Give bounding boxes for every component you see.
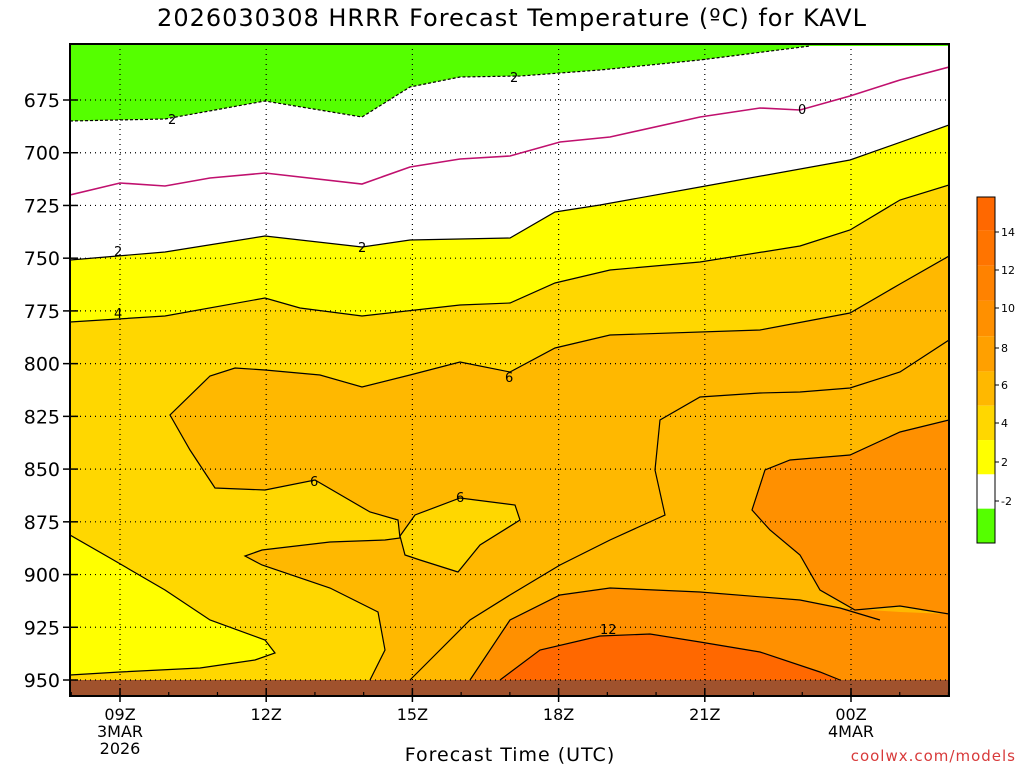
x-axis-label: Forecast Time (UTC) <box>404 744 616 766</box>
contour-line-6-island <box>399 497 521 573</box>
y-tick-label: 875 <box>24 512 60 534</box>
contour-line-2 <box>70 124 949 261</box>
y-tick-label: 900 <box>24 565 60 587</box>
fill-green <box>70 44 949 121</box>
x-tick-label: 09Z <box>104 705 135 724</box>
fill-orange-right <box>752 420 949 614</box>
colorbar-swatch <box>977 371 995 406</box>
colorbar-frame <box>976 196 996 544</box>
contour-label: 6 <box>310 475 318 490</box>
x-tick-label: 3MAR <box>97 722 143 741</box>
colorbar-label: 14 <box>1001 226 1015 239</box>
colorbar-label: -2 <box>1001 495 1012 508</box>
fill-gold-center <box>400 498 520 572</box>
x-tick-label: 4MAR <box>828 722 874 741</box>
y-tick-label: 925 <box>24 617 60 639</box>
colorbar-label: 6 <box>1001 379 1008 392</box>
contour-line-4-lower <box>70 534 276 676</box>
contour-line-neg2 <box>70 45 811 122</box>
fill-ground <box>70 680 949 696</box>
contour-label: 4 <box>114 307 122 322</box>
colorbar: 14 12 10 8 6 4 2 -2 <box>976 196 1015 544</box>
contour-label: 2 <box>510 71 518 86</box>
colorbar-swatch <box>977 336 995 372</box>
colorbar-swatch <box>977 508 995 543</box>
colorbar-swatch <box>977 405 995 441</box>
colorbar-swatch <box>977 440 995 475</box>
contour-label: 2 <box>168 113 176 128</box>
colorbar-label: 2 <box>1001 456 1008 469</box>
contour-label: 2 <box>358 241 366 256</box>
y-tick-label: 725 <box>24 195 60 217</box>
x-tick-label: 18Z <box>543 705 574 724</box>
contour-line-12 <box>499 633 841 681</box>
fill-yellow <box>70 125 949 322</box>
y-tick-label: 800 <box>24 354 60 376</box>
contour-line-10 <box>751 419 949 615</box>
contour-line-10-lower <box>469 587 881 681</box>
contour-label: 2 <box>114 245 122 260</box>
x-tick-label: 15Z <box>397 705 428 724</box>
colorbar-label: 8 <box>1001 342 1008 355</box>
y-tick-label: 825 <box>24 406 60 428</box>
contour-lines <box>70 45 949 681</box>
y-tick-label: 750 <box>24 248 60 270</box>
contour-label: 12 <box>600 623 617 638</box>
fill-white <box>70 46 949 260</box>
y-tick-label: 775 <box>24 301 60 323</box>
x-tick-label: 12Z <box>251 705 282 724</box>
fill-gold <box>70 185 949 680</box>
colorbar-label: 12 <box>1001 264 1015 277</box>
fill-yellow-left <box>70 535 275 675</box>
colorbar-swatch <box>977 265 995 301</box>
contour-line-0 <box>70 66 949 196</box>
chart-title: 2026030308 HRRR Forecast Temperature (ºC… <box>157 4 867 32</box>
y-tick-label: 850 <box>24 459 60 481</box>
x-tick-label: 00Z <box>835 705 866 724</box>
contour-label: 0 <box>798 103 806 118</box>
contour-label: 6 <box>456 491 464 506</box>
contour-label: 6 <box>505 371 513 386</box>
colorbar-swatch <box>977 197 995 231</box>
x-tick-label: 21Z <box>689 705 720 724</box>
y-axis: 675 700 725 750 775 800 825 850 875 900 925 950 <box>24 90 78 692</box>
colorbar-label: 10 <box>1001 302 1015 315</box>
colorbar-swatch <box>977 474 995 509</box>
contour-line-6-upper <box>169 255 949 681</box>
colorbar-label: 4 <box>1001 417 1008 430</box>
contour-fills <box>70 44 949 696</box>
x-tick-label: 2026 <box>100 739 141 758</box>
contour-labels: 2 2 0 2 2 4 6 6 6 12 <box>114 71 806 638</box>
credit-link[interactable]: coolwx.com/models <box>850 747 1016 765</box>
colorbar-swatch <box>977 300 995 337</box>
y-tick-label: 675 <box>24 90 60 112</box>
contour-line-8 <box>409 339 949 681</box>
y-tick-label: 700 <box>24 143 60 165</box>
colorbar-swatch <box>977 230 995 266</box>
y-tick-label: 950 <box>24 670 60 692</box>
fill-dark-orange <box>500 634 840 680</box>
contour-line-4 <box>70 184 949 323</box>
